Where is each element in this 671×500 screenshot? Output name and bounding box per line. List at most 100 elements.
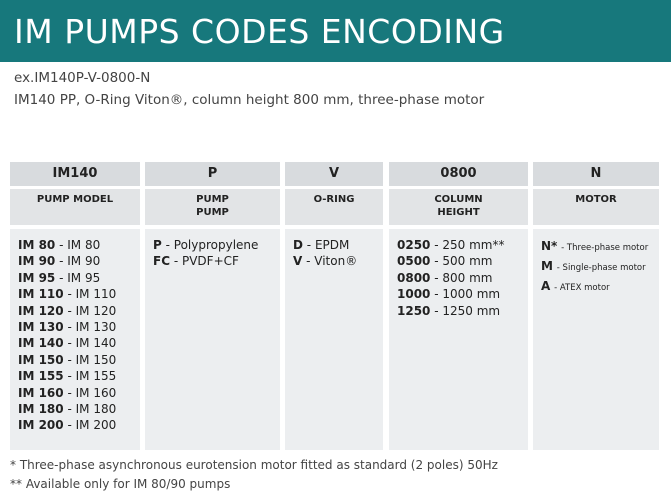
item-text: - PVDF+CF	[173, 254, 239, 269]
item-code: IM 200	[18, 418, 64, 433]
item-text: - IM 140	[67, 336, 117, 351]
item-code: IM 130	[18, 320, 64, 335]
item-text: - Viton®	[306, 254, 358, 269]
item: 0250 - 250 mm**	[397, 237, 528, 253]
item-text: - IM 180	[67, 402, 117, 417]
column-body: N* - Three-phase motor M - Single-phase m…	[533, 229, 659, 450]
column-body: D - EPDM V - Viton®	[285, 229, 383, 450]
item: IM 130 - IM 130	[18, 319, 140, 335]
item-code: 0250	[397, 238, 431, 252]
item-text: - 500 mm	[434, 254, 493, 269]
item-code: N*	[541, 239, 558, 253]
item-text: - Single-phase motor	[556, 263, 646, 273]
item-text: - 1250 mm	[434, 303, 501, 318]
item: M - Single-phase motor	[541, 257, 659, 277]
heading-line: MOTOR	[575, 194, 617, 205]
item-text: - IM 150	[67, 352, 117, 367]
column: IM140 PUMP MODEL IM 80 - IM 80 IM 90 - IM 9…	[10, 162, 140, 450]
column-code: N	[533, 162, 659, 186]
example-code: ex.IM140P-V-0800-N	[14, 70, 151, 86]
column-body: 0250 - 250 mm** 0500 - 500 mm 0800 - 800 m…	[389, 229, 528, 450]
column-heading: MOTOR	[533, 189, 659, 225]
item-code: V	[293, 254, 303, 269]
item-code: IM 180	[18, 402, 64, 417]
item-code: P	[153, 238, 162, 252]
column-code: V	[285, 162, 383, 186]
item-text: - ATEX motor	[554, 283, 610, 293]
item-text: - IM 80	[59, 238, 101, 252]
item-text: - EPDM	[306, 238, 350, 252]
column-heading: O-RING	[285, 189, 383, 225]
item-code: IM 110	[18, 287, 64, 302]
item: 0800 - 800 mm	[397, 270, 528, 286]
item-text: - 250 mm**	[434, 238, 505, 252]
column: V O-RING D - EPDM V - Viton®	[285, 162, 383, 450]
item: A - ATEX motor	[541, 277, 659, 297]
item-text: - IM 160	[67, 385, 117, 400]
item-code: 0500	[397, 254, 431, 269]
column: N MOTOR N* - Three-phase motor M - Single-p…	[533, 162, 659, 450]
column: 0800 COLUMN HEIGHT 0250 - 250 mm** 0500 - 50…	[389, 162, 528, 450]
item-code: D	[293, 238, 303, 252]
column-code: P	[145, 162, 280, 186]
item: IM 160 - IM 160	[18, 385, 140, 401]
heading-line: HEIGHT	[437, 207, 480, 218]
column-heading: COLUMN HEIGHT	[389, 189, 528, 225]
item: IM 80 - IM 80	[18, 237, 140, 253]
column-heading: PUMP MODEL	[10, 189, 140, 225]
item: D - EPDM	[293, 237, 383, 253]
footnote: * Three-phase asynchronous eurotension m…	[10, 458, 498, 472]
item: IM 120 - IM 120	[18, 303, 140, 319]
column-code: 0800	[389, 162, 528, 186]
item: IM 180 - IM 180	[18, 401, 140, 417]
header-bar	[0, 0, 671, 62]
item: V - Viton®	[293, 253, 383, 269]
item: P - Polypropylene	[153, 237, 280, 253]
item-code: A	[541, 279, 551, 293]
item-code: 0800	[397, 270, 431, 285]
item: IM 90 - IM 90	[18, 253, 140, 269]
item: 1250 - 1250 mm	[397, 303, 528, 319]
heading-line: PUMP	[196, 194, 229, 205]
item-code: IM 90	[18, 254, 56, 269]
item-text: - IM 90	[59, 254, 101, 269]
item: IM 95 - IM 95	[18, 270, 140, 286]
item: 1000 - 1000 mm	[397, 286, 528, 302]
item-code: 1000	[397, 287, 431, 302]
item-text: - 800 mm	[434, 270, 493, 285]
item-text: - IM 120	[67, 303, 117, 318]
item-code: 1250	[397, 303, 431, 318]
item-text: - Three-phase motor	[561, 243, 649, 253]
item-text: - Polypropylene	[165, 238, 259, 252]
column-heading: PUMP PUMP	[145, 189, 280, 225]
item-code: M	[541, 259, 553, 273]
item-text: - IM 130	[67, 320, 117, 335]
item-text: - IM 95	[59, 270, 101, 285]
heading-line: O-RING	[313, 194, 355, 205]
item-code: IM 80	[18, 238, 56, 252]
item-code: FC	[153, 254, 171, 269]
item: IM 110 - IM 110	[18, 286, 140, 302]
item-code: IM 95	[18, 270, 56, 285]
item-text: - IM 155	[67, 369, 117, 384]
item-text: - IM 110	[67, 287, 117, 302]
item: IM 150 - IM 150	[18, 352, 140, 368]
heading-line: COLUMN	[434, 194, 483, 205]
example-description: IM140 PP, O-Ring Viton®, column height 8…	[14, 92, 485, 108]
heading-line: PUMP MODEL	[36, 194, 114, 205]
item-code: IM 150	[18, 352, 64, 367]
footnote: ** Available only for IM 80/90 pumps	[10, 477, 231, 491]
item-text: - IM 200	[67, 418, 117, 433]
item-text: - 1000 mm	[434, 287, 501, 302]
item-code: IM 160	[18, 385, 64, 400]
item: N* - Three-phase motor	[541, 237, 659, 257]
item: 0500 - 500 mm	[397, 253, 528, 269]
item: IM 200 - IM 200	[18, 417, 140, 433]
item: FC - PVDF+CF	[153, 253, 280, 269]
item: IM 155 - IM 155	[18, 368, 140, 384]
heading-line: PUMP	[196, 207, 229, 218]
column-body: IM 80 - IM 80 IM 90 - IM 90 IM 95 - IM 95 I…	[10, 229, 140, 450]
column-code: IM140	[10, 162, 140, 186]
column: P PUMP PUMP P - Polypropylene FC - PVDF+CF	[145, 162, 280, 450]
item: IM 140 - IM 140	[18, 335, 140, 351]
